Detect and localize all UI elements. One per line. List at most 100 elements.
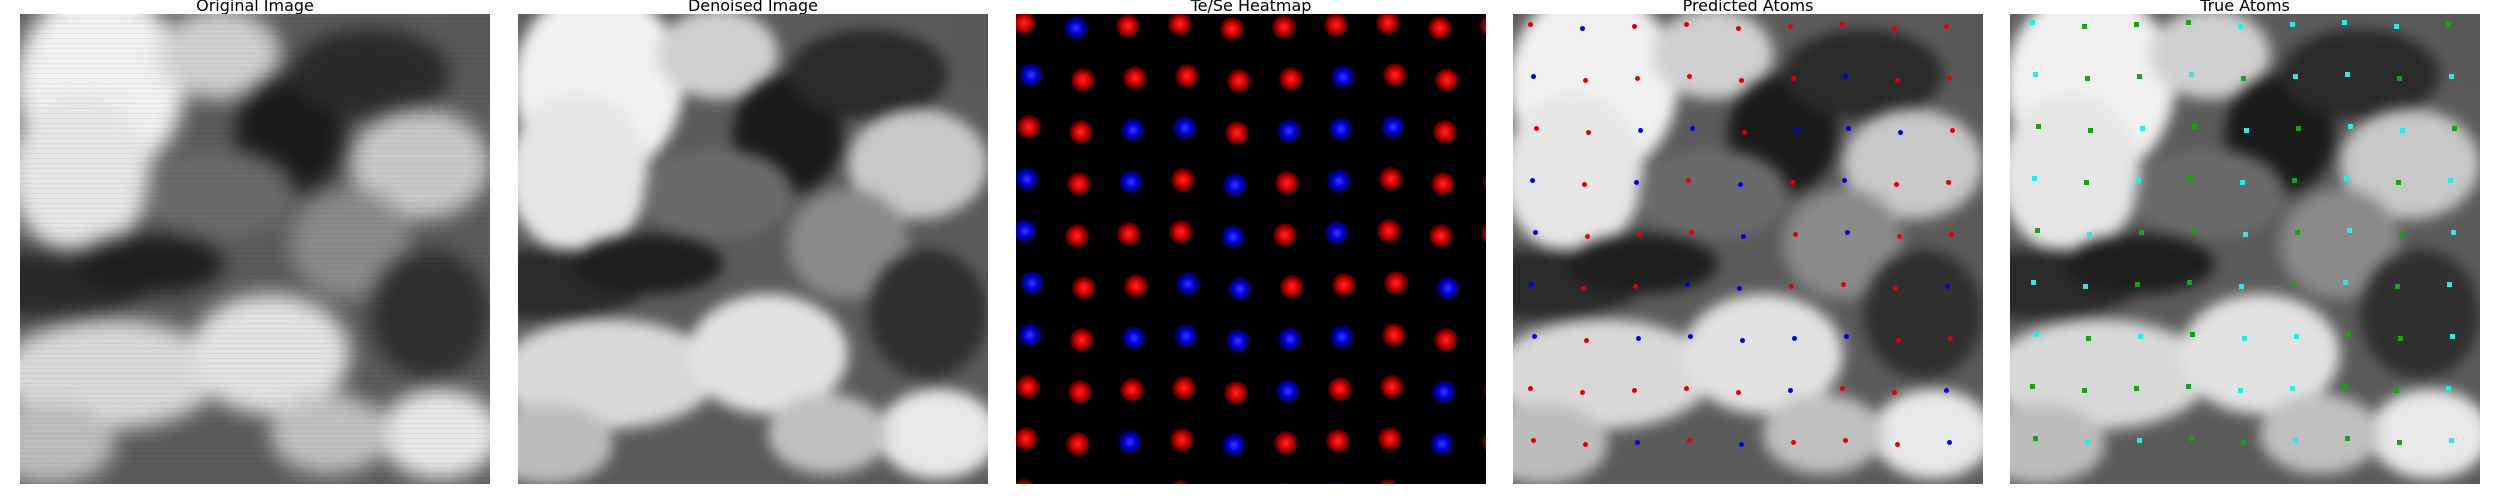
predicted-te-atom — [1895, 337, 1901, 343]
predicted-te-atom — [1896, 233, 1902, 239]
te-spot — [1224, 381, 1248, 405]
true-atom-type-b — [2032, 71, 2038, 77]
true-atom-type-a — [2083, 179, 2089, 185]
te-spot — [1066, 432, 1090, 456]
predicted-se-atom — [1637, 127, 1643, 133]
panel-title: True Atoms — [2200, 0, 2290, 15]
se-spot — [1325, 221, 1349, 245]
te-spot — [1328, 377, 1352, 401]
true-atom-type-b — [2393, 23, 2399, 29]
predicted-se-atom — [1633, 179, 1639, 185]
predicted-se-atom — [1787, 387, 1793, 393]
true-atom-type-a — [2185, 19, 2191, 25]
predicted-se-atom — [1684, 281, 1690, 287]
texture-blob — [573, 234, 723, 294]
te-spot — [1172, 376, 1196, 400]
predicted-se-atom — [1897, 129, 1903, 135]
te-spot — [1272, 483, 1296, 484]
texture-blob — [2370, 389, 2480, 479]
predicted-te-atom — [1581, 181, 1587, 187]
panel-heatmap: Te/Se Heatmap — [1016, 0, 1486, 484]
predicted-se-atom — [1531, 333, 1537, 339]
se-spot — [1331, 65, 1355, 89]
te-spot — [1227, 69, 1251, 93]
se-spot — [1121, 118, 1145, 142]
predicted-te-atom — [1741, 129, 1747, 135]
true-atom-type-a — [2138, 229, 2144, 235]
te-spot — [1377, 219, 1401, 243]
se-spot — [1228, 277, 1252, 301]
true-atom-type-b — [2137, 333, 2143, 339]
te-spot — [1016, 375, 1040, 399]
predicted-se-atom — [1843, 333, 1849, 339]
te-spot — [1433, 120, 1457, 144]
texture-blob — [270, 394, 390, 474]
predicted-te-atom — [1790, 75, 1796, 81]
true-atom-type-a — [2295, 125, 2301, 131]
predicted-se-atom — [1739, 337, 1745, 343]
te-spot — [1169, 220, 1193, 244]
true-atom-type-a — [2398, 231, 2404, 237]
predicted-te-atom — [1894, 441, 1900, 447]
predicted-se-atom — [1943, 387, 1949, 393]
texture-blob — [1638, 149, 1788, 239]
predicted-te-atom — [1582, 441, 1588, 447]
true-atom-type-b — [2237, 387, 2243, 393]
se-spot — [1221, 225, 1245, 249]
te-spot — [1171, 168, 1195, 192]
texture-blob — [643, 149, 793, 239]
true-atom-type-b — [2289, 21, 2295, 27]
se-spot — [1278, 327, 1302, 351]
texture-blob — [1873, 389, 1983, 479]
te-spot — [1382, 323, 1406, 347]
se-spot — [1276, 379, 1300, 403]
se-spot — [1016, 219, 1037, 243]
te-spot — [1016, 479, 1036, 484]
te-spot — [1272, 15, 1296, 39]
predicted-te-atom — [1527, 21, 1533, 27]
denoised-image — [518, 14, 988, 484]
true-atom-type-a — [2186, 279, 2192, 285]
true-atom-type-a — [2191, 123, 2197, 129]
te-spot — [1072, 276, 1096, 300]
predicted-te-atom — [1894, 77, 1900, 83]
true-atom-type-b — [2243, 127, 2249, 133]
te-spot — [1168, 480, 1192, 484]
texture-blob — [1763, 394, 1883, 474]
true-atom-type-a — [2190, 227, 2196, 233]
predicted-se-atom — [1635, 335, 1641, 341]
se-spot — [1020, 271, 1044, 295]
texture-blob — [2135, 149, 2285, 239]
true-atom-type-a — [2188, 435, 2194, 441]
texture-blob — [2280, 29, 2440, 119]
true-atom-type-a — [2291, 177, 2297, 183]
true-atom-type-b — [2082, 283, 2088, 289]
true-atom-type-b — [2342, 279, 2348, 285]
se-spot — [1122, 326, 1146, 350]
true-atom-type-b — [2242, 231, 2248, 237]
true-atom-type-a — [2133, 385, 2139, 391]
texture-blob — [948, 14, 988, 94]
predicted-se-atom — [1532, 229, 1538, 235]
true-atom-type-b — [2449, 333, 2455, 339]
panel-title: Original Image — [196, 0, 314, 15]
te-spot — [1117, 222, 1141, 246]
texture-blob — [2360, 249, 2480, 379]
se-spot — [1277, 119, 1301, 143]
te-spot — [1065, 224, 1089, 248]
true-atom-type-b — [2343, 175, 2349, 181]
true-atom-markers — [2010, 14, 2480, 484]
predicted-se-atom — [1579, 25, 1585, 31]
true-atom-type-a — [2290, 281, 2296, 287]
te-spot — [1017, 115, 1041, 139]
true-atom-type-b — [2445, 385, 2451, 391]
te-spot — [1480, 14, 1486, 38]
predicted-te-atom — [1688, 229, 1694, 235]
predicted-te-atom — [1840, 281, 1846, 287]
true-atom-type-a — [2396, 439, 2402, 445]
se-spot — [1174, 324, 1198, 348]
true-atom-type-b — [2241, 335, 2247, 341]
true-atom-type-b — [2139, 125, 2145, 131]
true-atom-type-b — [2292, 73, 2298, 79]
se-spot — [1330, 325, 1354, 349]
